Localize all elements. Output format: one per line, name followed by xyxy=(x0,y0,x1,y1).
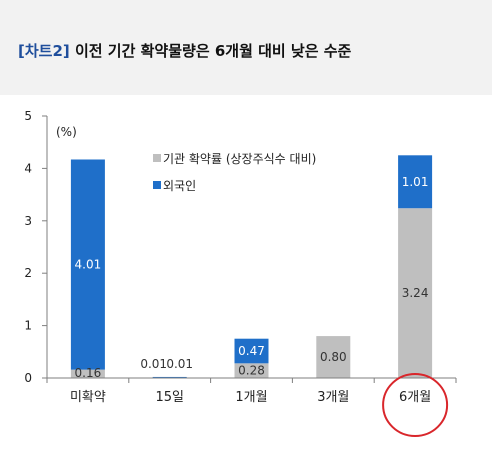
bar-institution xyxy=(316,336,351,378)
x-axis: 미확약 15일 1개월 3개월 6개월 xyxy=(46,377,457,405)
legend-label: 외국인 xyxy=(163,179,196,193)
data-label: 0.16 xyxy=(75,366,102,380)
x-tick-label: 15일 xyxy=(155,390,184,405)
y-tick-label: 0 xyxy=(24,371,32,385)
y-axis: 0 1 2 3 4 5 xyxy=(24,109,48,385)
y-tick-label: 3 xyxy=(24,214,32,228)
page-title: [차트2] 이전 기간 확약물량은 6개월 대비 낮은 수준 xyxy=(18,40,351,61)
legend-swatch xyxy=(153,154,161,162)
y-tick-label: 4 xyxy=(24,161,32,175)
y-tick-label: 5 xyxy=(24,109,32,123)
x-tick-label: 6개월 xyxy=(399,390,431,405)
y-unit-label: (%) xyxy=(56,125,77,139)
data-label: 0.01 xyxy=(166,357,193,371)
chart-title: 이전 기간 확약물량은 6개월 대비 낮은 수준 xyxy=(74,42,352,60)
bar-foreign xyxy=(398,155,433,209)
legend-label: 기관 확약률 (상장주식수 대비) xyxy=(163,151,316,166)
highlight-circle xyxy=(382,373,449,437)
x-tick-label: 1개월 xyxy=(235,390,267,405)
value-label-layer: 0.16 0.01 0.28 0.80 3.24 4.01 0.01 0.47 1.01 xyxy=(75,175,429,380)
bar-layer xyxy=(70,155,433,379)
data-label: 4.01 xyxy=(75,258,102,272)
chart-tag: [차트2] xyxy=(18,42,70,60)
bar-foreign xyxy=(234,338,269,364)
x-tick-label: 3개월 xyxy=(317,390,349,405)
data-label: 0.28 xyxy=(238,364,265,378)
data-label: 0.47 xyxy=(238,344,265,358)
header-band xyxy=(0,0,492,95)
data-label: 1.01 xyxy=(402,175,429,189)
legend: 기관 확약률 (상장주식수 대비) 외국인 xyxy=(153,151,316,193)
bar-institution xyxy=(234,363,269,378)
data-label: 0.80 xyxy=(320,350,347,364)
y-tick-label: 1 xyxy=(24,319,32,333)
data-label: 3.24 xyxy=(402,286,429,300)
bar-institution xyxy=(70,369,105,378)
bar-foreign xyxy=(70,159,105,370)
legend-swatch xyxy=(153,181,161,189)
y-tick-label: 2 xyxy=(24,266,32,280)
x-tick-label: 미확약 xyxy=(70,390,106,405)
data-label: 0.01 xyxy=(140,357,167,371)
bar-institution xyxy=(398,208,433,378)
bar-foreign xyxy=(152,376,187,378)
